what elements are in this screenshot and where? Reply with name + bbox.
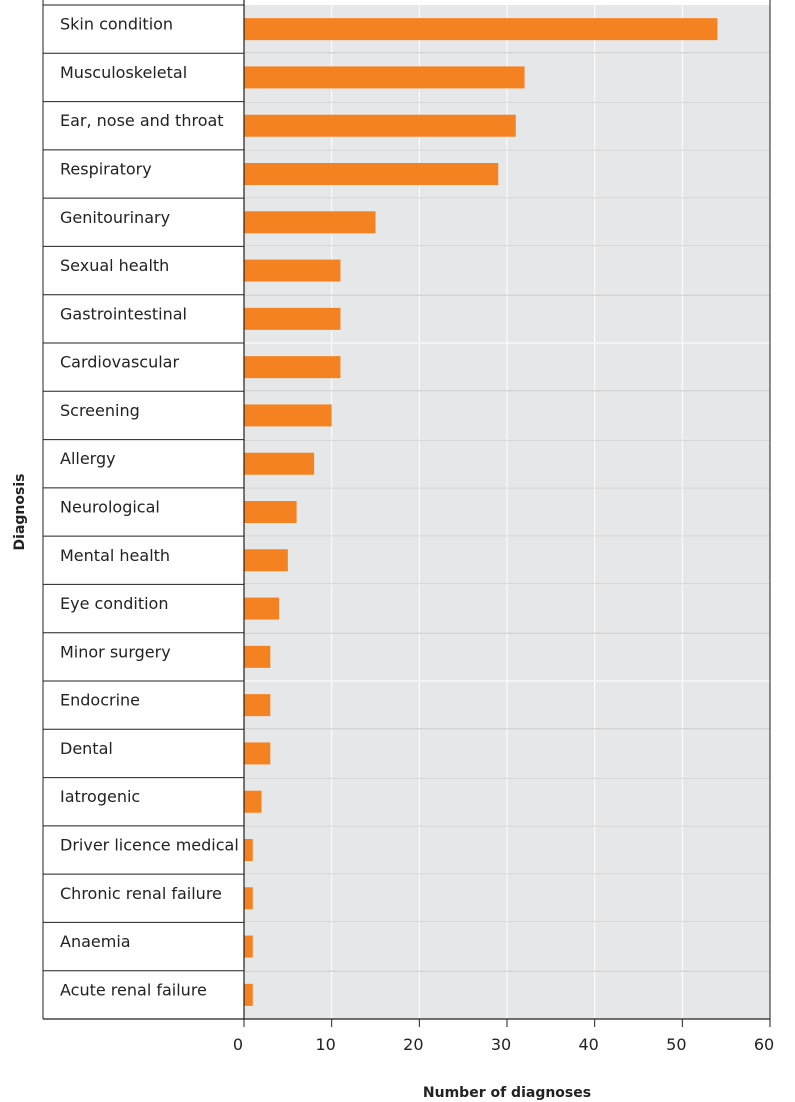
category-label: Mental health: [60, 546, 170, 565]
category-label: Dental: [60, 739, 113, 758]
bar: [244, 259, 341, 282]
bar: [244, 211, 376, 234]
x-tick-labels: 0 10 20 30 40 50 60: [233, 1019, 774, 1054]
bar: [244, 597, 280, 620]
x-tick-label: 40: [578, 1035, 598, 1054]
x-tick-label: 0: [233, 1035, 243, 1054]
category-rows: Skin condition Musculoskeletal Ear, nose a…: [43, 4, 770, 1020]
category-label: Acute renal failure: [60, 980, 207, 999]
bar: [244, 66, 525, 89]
bar: [244, 549, 288, 572]
bar: [244, 887, 253, 910]
x-tick-label: 10: [315, 1035, 335, 1054]
bar: [244, 839, 253, 861]
bar: [244, 790, 262, 813]
category-label: Allergy: [60, 449, 116, 468]
bar: [244, 742, 271, 765]
bar: [244, 404, 332, 427]
category-label: Genitourinary: [60, 208, 170, 227]
category-label: Driver licence medical: [60, 836, 239, 855]
bar: [244, 645, 271, 668]
category-label: Screening: [60, 401, 140, 420]
bar: [244, 452, 315, 475]
category-label: Sexual health: [60, 256, 169, 275]
bar: [244, 307, 341, 330]
x-tick-label: 30: [491, 1035, 511, 1054]
x-tick-label: 20: [403, 1035, 423, 1054]
bar: [244, 18, 718, 41]
category-label: Endocrine: [60, 691, 140, 710]
category-label: Musculoskeletal: [60, 63, 187, 82]
category-label: Gastrointestinal: [60, 304, 187, 323]
x-axis-title: Number of diagnoses: [423, 1085, 591, 1101]
category-label: Skin condition: [60, 15, 173, 34]
bar: [244, 114, 516, 137]
bar: [244, 356, 341, 379]
category-label: Cardiovascular: [60, 353, 179, 372]
category-label: Anaemia: [60, 932, 131, 951]
bar: [244, 694, 271, 717]
x-tick-label: 50: [666, 1035, 686, 1054]
x-tick-label: 60: [754, 1035, 774, 1054]
bar: [244, 935, 253, 958]
category-label: Respiratory: [60, 160, 152, 179]
bar: [244, 983, 253, 1006]
category-label: Minor surgery: [60, 642, 171, 661]
category-label: Eye condition: [60, 594, 168, 613]
category-label: Chronic renal failure: [60, 884, 222, 903]
bar: [244, 501, 297, 523]
bar: [244, 163, 499, 185]
category-label: Iatrogenic: [60, 787, 140, 806]
y-axis-title: Diagnosis: [12, 474, 28, 551]
axes: [42, 0, 771, 1020]
category-label: Neurological: [60, 498, 160, 517]
bars: [244, 18, 718, 1006]
category-label: Ear, nose and throat: [60, 111, 224, 130]
